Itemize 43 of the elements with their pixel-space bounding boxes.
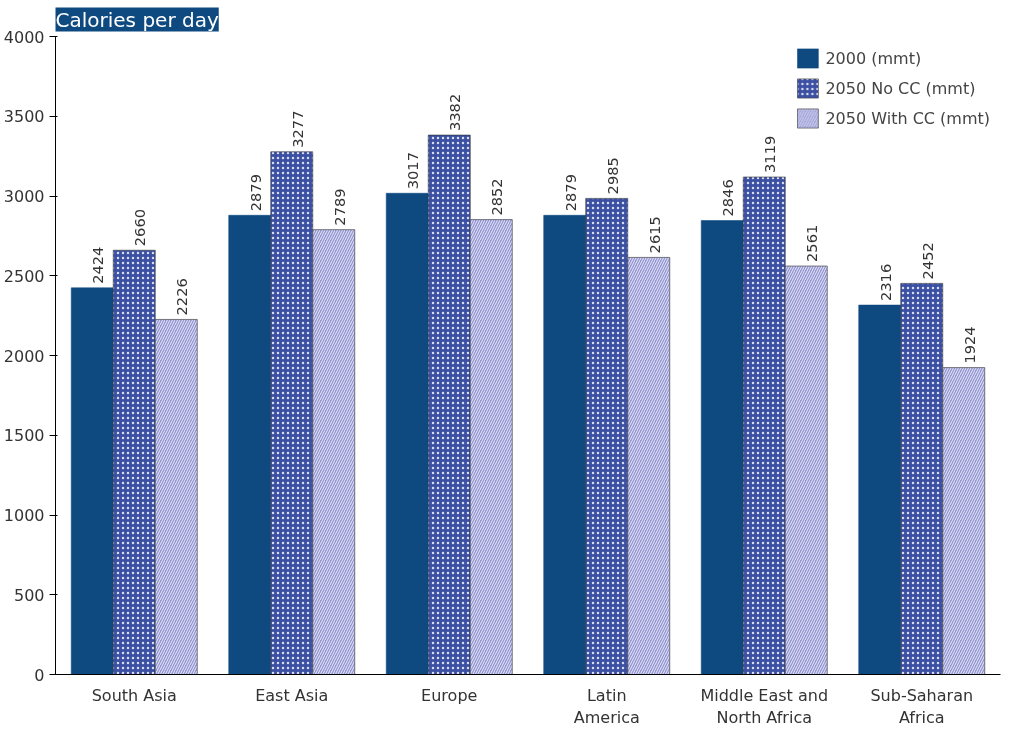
y-tick-label: 3500 [3,107,45,127]
data-label: 2789 [330,188,348,226]
data-label: 3277 [288,110,306,148]
bar [385,192,429,675]
data-label: 3119 [761,135,779,174]
y-tick-label: 2500 [3,266,45,286]
data-label: 2226 [173,278,191,316]
bar [543,215,587,675]
x-tick-label: Middle East and North Africa [700,685,829,728]
data-label: 2879 [246,173,264,212]
data-label: 3017 [404,151,422,190]
y-tick-label: 1500 [3,426,45,446]
data-label: 2615 [645,216,663,254]
data-label: 2985 [603,157,621,195]
data-label: 2452 [918,242,936,280]
y-tick-label: 4000 [3,27,45,47]
x-tick-label: East Asia [255,685,329,705]
data-label: 2879 [561,173,579,212]
data-label: 2852 [488,178,506,216]
data-label: 3382 [446,93,464,132]
y-tick-label: 2000 [3,346,45,366]
data-label: 2424 [89,246,107,284]
x-tick-label: Sub-Saharan Africa [870,685,974,728]
data-label: 1924 [960,326,978,364]
x-tick-label: South Asia [91,685,177,705]
data-label: 2660 [131,208,149,247]
x-tick-label: Latin America [573,685,640,728]
y-tick-label: 1000 [3,506,45,525]
bar [228,215,272,675]
y-tick-label: 500 [13,585,45,605]
data-label: 2561 [803,224,821,263]
x-tick-label: Europe [421,685,478,705]
data-label: 2316 [876,263,894,302]
data-label: 2846 [719,179,737,217]
bar [858,304,902,675]
chart-title: Calories per day [55,7,219,32]
legend-label: 2050 No CC (mmt) [825,78,976,98]
bar [700,220,744,675]
legend-label: 2050 With CC (mmt) [825,108,990,128]
y-tick-label: 0 [34,665,45,685]
legend-label: 2000 (mmt) [825,48,922,68]
y-tick-label: 3000 [3,187,45,206]
bar [70,287,114,675]
